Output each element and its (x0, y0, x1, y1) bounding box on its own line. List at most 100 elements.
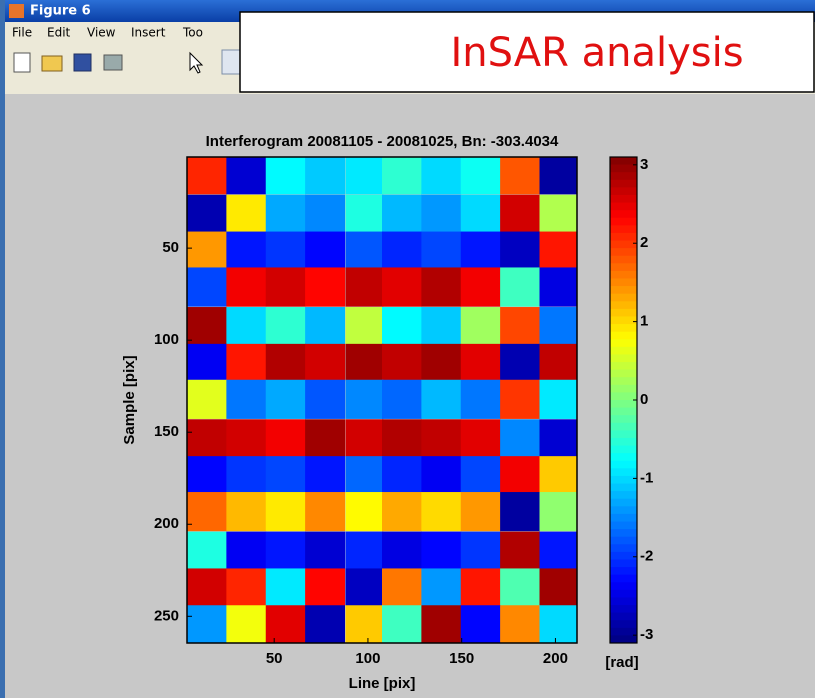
colorbar-step (610, 506, 637, 515)
colorbar-tick-label: 3 (640, 156, 648, 173)
heatmap-cell (460, 343, 501, 382)
colorbar-step (610, 286, 637, 295)
heatmap-cell (345, 194, 384, 233)
new-icon[interactable] (13, 52, 31, 73)
heatmap-cell (265, 343, 306, 382)
heatmap-cell (382, 605, 422, 643)
heatmap-cell (345, 379, 384, 419)
heatmap-cell (187, 231, 227, 269)
menu-item[interactable]: View (87, 26, 116, 40)
colorbar-step (610, 293, 637, 302)
heatmap-cell (226, 343, 267, 382)
colorbar-step (610, 536, 637, 545)
heatmap-cell (226, 568, 267, 606)
colorbar-step (610, 270, 637, 279)
colorbar-step (610, 529, 637, 538)
heatmap-cell (187, 531, 227, 569)
x-tick-label: 150 (449, 650, 474, 667)
heatmap-cell (460, 456, 501, 494)
open-icon[interactable] (41, 55, 63, 72)
heatmap-cell (539, 157, 577, 195)
colorbar-step (610, 498, 637, 507)
heatmap-cell (460, 531, 501, 569)
colorbar-step (610, 415, 637, 424)
colorbar-step (610, 597, 637, 606)
heatmap-cell (382, 231, 422, 269)
colorbar-step (610, 202, 637, 211)
colorbar-step (610, 316, 637, 325)
heatmap-cell (539, 231, 577, 269)
zoom-icon[interactable] (221, 49, 243, 75)
heatmap-cell (226, 492, 267, 532)
heatmap-cell (305, 531, 345, 569)
heatmap-cell (460, 492, 501, 532)
colorbar-step (610, 544, 637, 553)
heatmap-cell (305, 157, 345, 195)
colorbar-step (610, 627, 637, 636)
heatmap-cell (382, 379, 422, 419)
heatmap-cell (187, 194, 227, 233)
colorbar-step (610, 240, 637, 249)
colorbar-step (610, 392, 637, 401)
colorbar-step (610, 582, 637, 591)
heatmap-cell (345, 343, 384, 382)
save-icon[interactable] (73, 53, 92, 72)
heatmap-cell (382, 531, 422, 569)
heatmap-cell (265, 267, 306, 307)
heatmap-cell (500, 343, 540, 382)
heatmap-cell (460, 419, 501, 457)
menu-item[interactable]: File (12, 26, 32, 40)
colorbar-step (610, 620, 637, 629)
heatmap-cell (265, 456, 306, 494)
heatmap-cell (421, 531, 462, 569)
heatmap-cell (345, 605, 384, 643)
heatmap-cell (345, 531, 384, 569)
colorbar-step (610, 460, 637, 469)
colorbar-step (610, 430, 637, 439)
colorbar-step (610, 179, 637, 188)
menu-item[interactable]: Too (182, 26, 203, 40)
colorbar-step (610, 346, 637, 355)
colorbar-step (610, 635, 637, 644)
colorbar-step (610, 210, 637, 219)
heatmap-cell (500, 531, 540, 569)
menu-item[interactable]: Edit (47, 26, 71, 40)
colorbar-step (610, 369, 637, 378)
heatmap-cell (500, 568, 540, 606)
colorbar-tick-label: -1 (640, 469, 653, 486)
colorbar-step (610, 567, 637, 576)
heatmap-cell (421, 568, 462, 606)
colorbar-step (610, 407, 637, 416)
colorbar-step (610, 255, 637, 264)
overlay-text: InSAR analysis (450, 30, 743, 76)
heatmap-cell (226, 307, 267, 345)
colorbar-step (610, 217, 637, 226)
heatmap-cell (345, 419, 384, 457)
heatmap-cell (382, 456, 422, 494)
heatmap-cell (539, 307, 577, 345)
heatmap-cell (382, 307, 422, 345)
heatmap-cell (421, 343, 462, 382)
colorbar-step (610, 589, 637, 598)
heatmap-cell (226, 379, 267, 419)
colorbar-step (610, 324, 637, 333)
menu-item[interactable]: Insert (131, 26, 166, 40)
heatmap-cell (539, 267, 577, 307)
heatmap-cell (265, 157, 306, 195)
heatmap-cell (265, 419, 306, 457)
heatmap-cell (460, 379, 501, 419)
app-icon (9, 4, 24, 18)
heatmap-cell (382, 419, 422, 457)
y-axis-label: Sample [pix] (121, 355, 138, 444)
heatmap-cell (187, 157, 227, 195)
colorbar-step (610, 362, 637, 371)
heatmap-cell (187, 419, 227, 457)
pointer-icon[interactable] (189, 51, 204, 74)
print-icon[interactable] (103, 54, 123, 71)
heatmap-cell (539, 194, 577, 233)
colorbar-tick-label: 0 (640, 391, 648, 408)
heatmap-cell (345, 157, 384, 195)
heatmap-cell (187, 307, 227, 345)
heatmap-cell (345, 231, 384, 269)
heatmap-cell (539, 531, 577, 569)
